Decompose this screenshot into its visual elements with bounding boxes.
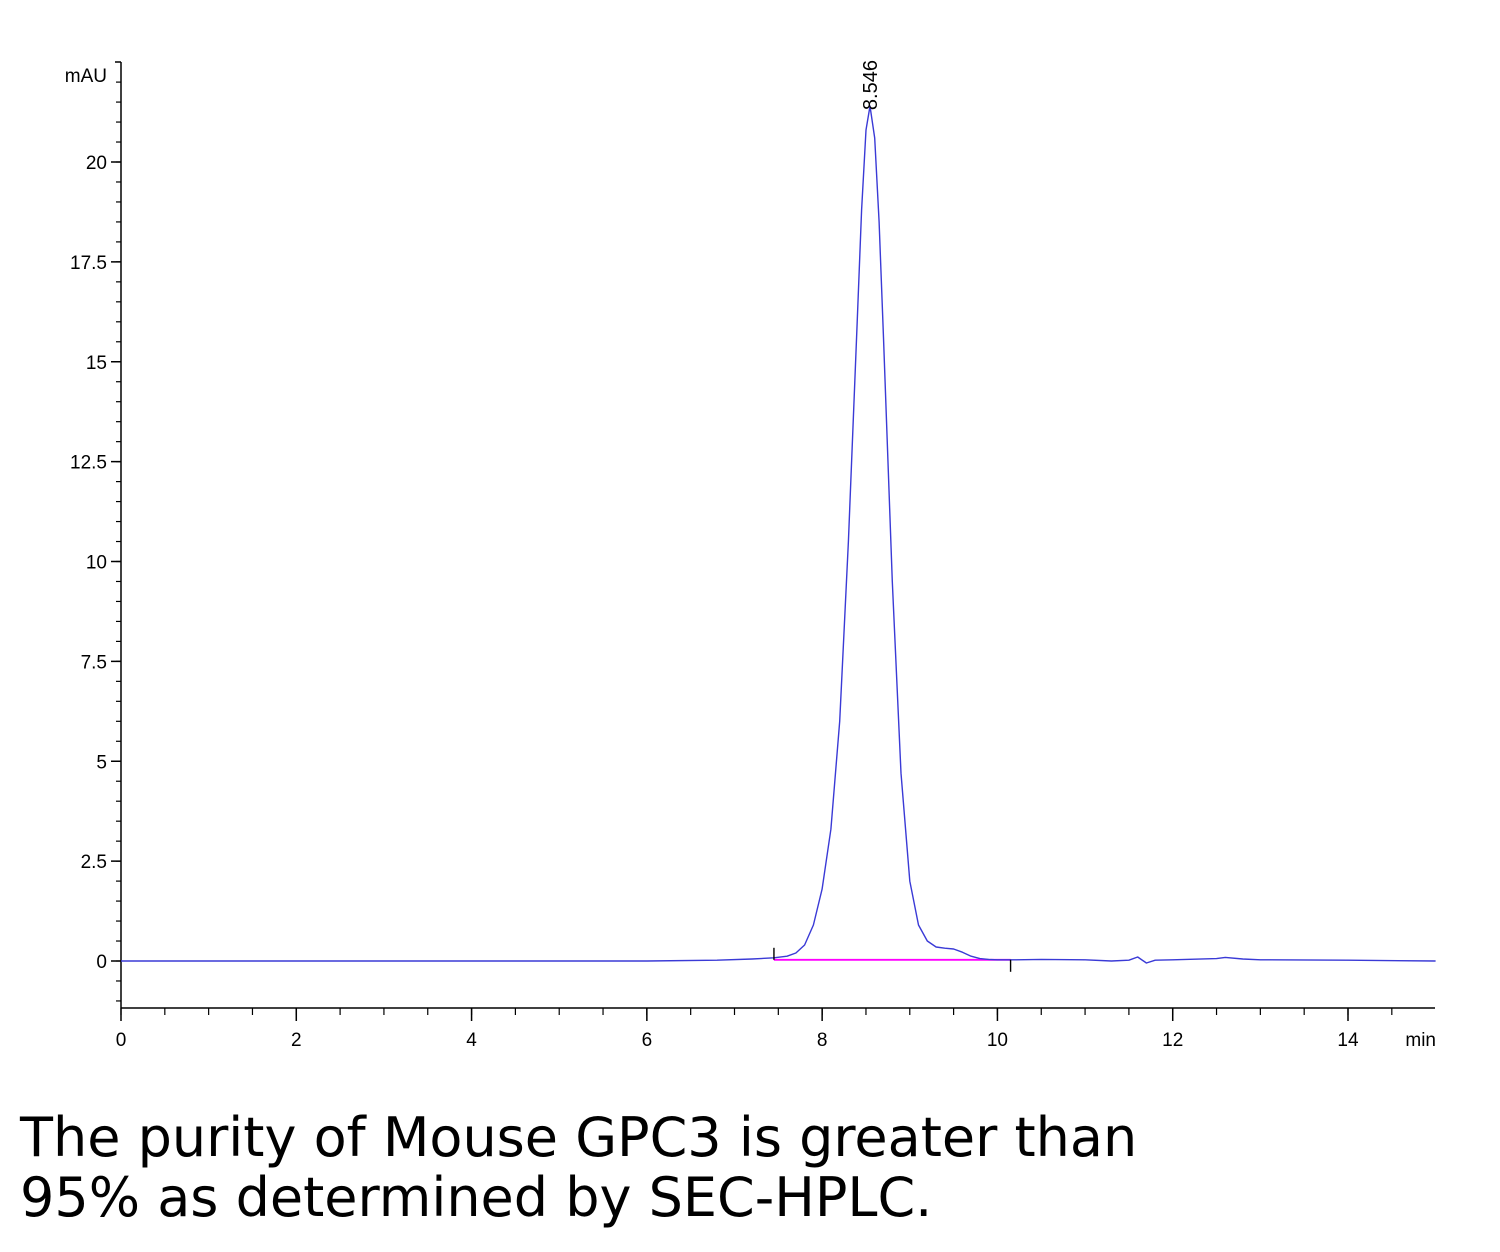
y-tick-label: 15 <box>86 353 107 374</box>
x-unit-label: min <box>1405 1030 1436 1051</box>
y-tick-label: 7.5 <box>81 652 107 673</box>
y-tick-label: 2.5 <box>81 852 107 873</box>
y-tick-label: 12.5 <box>70 453 107 474</box>
series-layer <box>121 105 1436 972</box>
x-tick-label: 10 <box>987 1030 1008 1051</box>
annotation-layer: 8.546 <box>860 60 882 110</box>
peak-label: 8.546 <box>860 60 882 110</box>
y-tick-label: 0 <box>96 952 107 973</box>
x-tick-label: 12 <box>1162 1030 1183 1051</box>
x-tick-label: 2 <box>291 1030 302 1051</box>
chromatogram-trace <box>121 105 1436 964</box>
y-axis: 0 2.5 5 7.5 10 12.5 15 17.5 20 mAU <box>65 61 122 1008</box>
x-axis: 0 2 4 6 8 10 12 14 min <box>116 1007 1436 1051</box>
y-tick-label: 10 <box>86 553 107 574</box>
y-unit-label: mAU <box>65 66 107 87</box>
x-tick-label: 6 <box>642 1030 653 1051</box>
x-tick-label: 4 <box>466 1030 477 1051</box>
x-tick-label: 0 <box>116 1030 127 1051</box>
y-tick-label: 20 <box>86 153 107 174</box>
chromatogram-chart: 0 2.5 5 7.5 10 12.5 15 17.5 20 mAU 0 2 4 6 8 10 12 14 min… <box>65 60 1436 1051</box>
caption-line-1: The purity of Mouse GPC3 is greater than <box>20 1106 1138 1169</box>
x-tick-label: 14 <box>1337 1030 1359 1051</box>
caption-line-2: 95% as determined by SEC-HPLC. <box>20 1166 933 1229</box>
caption: The purity of Mouse GPC3 is greater than… <box>20 1108 1480 1228</box>
y-tick-label: 5 <box>96 752 107 773</box>
y-tick-label: 17.5 <box>70 253 107 274</box>
x-tick-label: 8 <box>817 1030 828 1051</box>
